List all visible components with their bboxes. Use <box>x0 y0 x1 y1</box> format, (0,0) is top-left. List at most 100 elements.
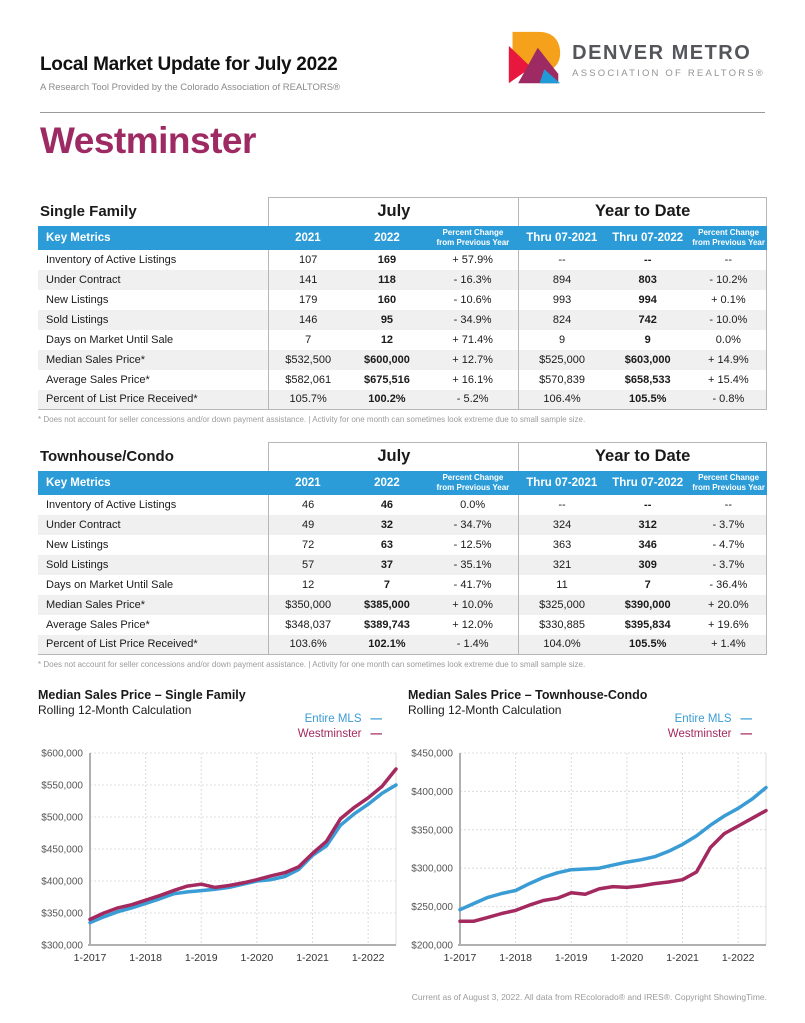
metric-value: 9 <box>644 333 651 346</box>
svg-text:1-2022: 1-2022 <box>352 952 385 964</box>
svg-text:1-2018: 1-2018 <box>129 952 162 964</box>
metric-value: + 19.6% <box>690 614 767 635</box>
metric-value: 37 <box>346 554 427 575</box>
metric-label: Median Sales Price* <box>38 349 269 370</box>
metric-value: $385,000 <box>346 594 427 615</box>
svg-text:$300,000: $300,000 <box>411 864 453 875</box>
column-header-row: Key Metrics 2021 2022 Percent Change fro… <box>38 470 767 495</box>
metric-value: $582,061 <box>268 369 347 390</box>
svg-text:$450,000: $450,000 <box>411 749 453 760</box>
table-row: New Listings 72 63 - 12.5% 363 346 - 4.7% <box>38 534 767 555</box>
metric-value: - 10.6% <box>453 293 492 306</box>
section-title: Townhouse/Condo <box>38 442 269 471</box>
col-thru-2022: Thru 07-2022 <box>604 225 691 250</box>
col-2022: 2022 <box>346 225 427 250</box>
metric-label: Average Sales Price* <box>46 618 150 631</box>
metric-value: + 1.4% <box>690 634 767 655</box>
svg-text:$250,000: $250,000 <box>411 902 453 913</box>
table-row: Under Contract 141 118- 16.3% 894 803- 10.2% <box>38 269 767 290</box>
table-row: Percent of List Price Received* 103.6% 102… <box>38 634 767 655</box>
townhouse-condo-section: Townhouse/Condo July Year to Date Key Me… <box>38 442 767 669</box>
metric-value: $325,000 <box>518 594 605 615</box>
metric-value: 12 <box>268 574 347 595</box>
svg-text:1-2017: 1-2017 <box>444 952 477 964</box>
metric-label: New Listings <box>46 293 109 306</box>
line-chart-single-family: $300,000 $350,000 $400,000 $450,000 $500,000… <box>41 749 398 964</box>
metric-value: $525,000 <box>518 349 605 370</box>
table-row: Under Contract 49 32- 34.7% 324 312- 3.7% <box>38 514 767 535</box>
metric-value: $348,037 <box>268 614 347 635</box>
metric-value: $675,516 <box>363 373 410 386</box>
metric-value: 32 <box>346 514 427 535</box>
series-line-westminster <box>88 767 398 922</box>
series-line-entire-mls <box>458 785 768 912</box>
metric-value: $532,500 <box>268 349 347 370</box>
metric-value: -- <box>644 253 652 266</box>
metric-value: 160 <box>377 293 397 306</box>
metric-value: $350,000 <box>268 594 347 615</box>
table-row: Percent of List Price Received* 105.7% 100… <box>38 389 767 410</box>
svg-text:$350,000: $350,000 <box>411 825 453 836</box>
metric-label: New Listings <box>46 538 109 551</box>
dmar-logo-text: DENVER METRO ASSOCIATION OF REALTORS® <box>572 42 765 79</box>
metric-value: 993 <box>518 289 605 310</box>
svg-text:1-2020: 1-2020 <box>241 952 274 964</box>
metric-value: 107 <box>268 249 347 270</box>
section-header-row: Townhouse/Condo July Year to Date <box>38 442 767 471</box>
metric-label: Under Contract <box>38 514 269 535</box>
metric-value: 105.5% <box>604 634 691 655</box>
metric-value: + 14.9% <box>690 349 767 370</box>
metric-value: + 57.9% <box>452 253 493 266</box>
metric-label: Percent of List Price Received* <box>38 389 269 410</box>
legend-item-westminster: Westminster — <box>297 728 382 740</box>
metric-value: 141 <box>268 269 347 290</box>
metric-label: Average Sales Price* <box>46 373 150 386</box>
svg-text:1-2021: 1-2021 <box>666 952 699 964</box>
metric-value: 95 <box>346 309 427 330</box>
metric-value: 321 <box>518 554 605 575</box>
period-header-july: July <box>268 197 520 226</box>
metric-label: Inventory of Active Listings <box>46 253 177 266</box>
table-row: Inventory of Active Listings 107 169 + 57.9… <box>38 249 767 270</box>
table-footnote: * Does not account for seller concession… <box>38 660 586 669</box>
svg-text:$550,000: $550,000 <box>41 781 83 792</box>
report-header: Local Market Update for July 2022 A Rese… <box>40 31 765 93</box>
period-header-july: July <box>268 442 520 471</box>
chart-single-family: Median Sales Price – Single Family Rolli… <box>38 688 404 983</box>
svg-text:1-2021: 1-2021 <box>296 952 329 964</box>
metric-value: - 41.7% <box>453 578 492 591</box>
chart-legend: Entire MLS — Westminster — <box>298 712 382 742</box>
metric-value: 312 <box>604 514 691 535</box>
svg-text:$500,000: $500,000 <box>41 813 83 824</box>
metric-value: + 0.1% <box>690 289 767 310</box>
charts-row: Median Sales Price – Single Family Rolli… <box>38 688 770 983</box>
metric-label: Days on Market Until Sale <box>46 333 174 346</box>
metric-label: Inventory of Active Listings <box>46 498 177 511</box>
metric-value: 57 <box>268 554 347 575</box>
legend-item-westminster: Westminster — <box>667 728 752 740</box>
metric-value: + 16.1% <box>452 373 493 386</box>
table-row: Days on Market Until Sale 12 7 - 41.7% 11 7 - … <box>38 574 767 595</box>
col-thru-2021: Thru 07-2021 <box>518 225 605 250</box>
metric-value: 104.0% <box>518 634 605 655</box>
page-footer-note: Current as of August 3, 2022. All data f… <box>411 992 767 1002</box>
report-title: Local Market Update for July 2022 <box>40 54 338 75</box>
col-pct-change-ytd: Percent Change from Previous Year <box>690 470 767 495</box>
metric-value: -- <box>518 494 605 515</box>
line-chart-townhouse-condo: $200,000 $250,000 $300,000 $350,000 $400,000… <box>411 749 768 964</box>
metric-value: 146 <box>268 309 347 330</box>
metric-value: - 10.0% <box>690 309 767 330</box>
metric-value: 46 <box>268 494 347 515</box>
metric-value: -- <box>644 498 652 511</box>
metric-value: 118 <box>346 269 427 290</box>
metric-value: 169 <box>377 253 397 266</box>
metric-value: -- <box>690 249 767 270</box>
metric-value: 179 <box>268 289 347 310</box>
metric-value: 363 <box>518 534 605 555</box>
metric-value: 72 <box>268 534 347 555</box>
metric-value: 7 <box>268 329 347 350</box>
region-title: Westminster <box>40 120 256 161</box>
dmar-logo-icon <box>506 30 562 91</box>
metric-value: $395,834 <box>624 618 671 631</box>
dmar-logo-line1: DENVER METRO <box>572 42 752 64</box>
